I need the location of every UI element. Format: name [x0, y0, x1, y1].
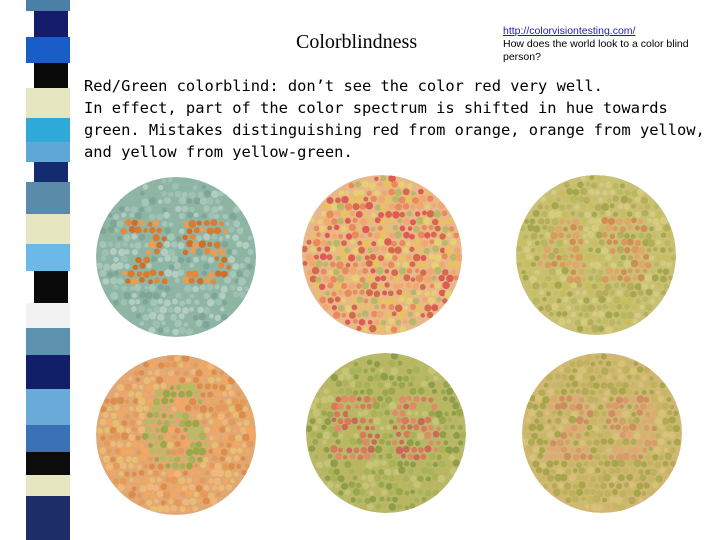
plate-dots [522, 353, 682, 513]
plate-dots [516, 175, 676, 335]
ishihara-plate-2 [302, 175, 462, 335]
stripe-segment [26, 425, 70, 452]
stripe-segment [34, 162, 68, 182]
source-block: http://colorvisiontesting.com/ How does … [503, 25, 703, 64]
ishihara-plate-5 [306, 353, 466, 513]
ishihara-plate-3 [516, 175, 676, 335]
stripe-segment [26, 142, 70, 162]
stripe-segment [26, 88, 70, 118]
plate-dots [96, 355, 256, 515]
ishihara-plate-6 [522, 353, 682, 513]
ishihara-plate-4 [96, 355, 256, 515]
stripe-segment [26, 182, 70, 214]
stripe-segment [26, 355, 70, 389]
stripe-segment [26, 328, 70, 355]
plate-dots [302, 175, 462, 335]
stripe-segment [26, 389, 70, 425]
ishihara-plate-1 [96, 177, 256, 337]
stripe-segment [26, 118, 70, 142]
stripe-segment [26, 244, 70, 271]
stripe-segment [26, 452, 70, 475]
plate-dots [306, 353, 466, 513]
stripe-segment [34, 271, 68, 303]
stripe-segment [34, 11, 68, 37]
body-text: Red/Green colorblind: don’t see the colo… [84, 75, 716, 163]
source-link[interactable]: http://colorvisiontesting.com/ [503, 25, 636, 37]
paragraph-definition: Red/Green colorblind: don’t see the colo… [84, 77, 603, 95]
stripe-segment [26, 475, 70, 496]
paragraph-explanation: In effect, part of the color spectrum is… [84, 99, 705, 161]
stripe-segment [34, 63, 68, 88]
plate-dots [96, 177, 256, 337]
slide-title: Colorblindness [296, 31, 418, 53]
stripe-segment [26, 303, 70, 328]
stripe-segment [26, 214, 70, 244]
stripe-segment [26, 0, 70, 11]
decorative-stripe-bar [26, 0, 70, 540]
source-question: How does the world look to a color blind… [503, 38, 689, 63]
stripe-segment [26, 37, 70, 63]
stripe-segment [26, 496, 70, 540]
